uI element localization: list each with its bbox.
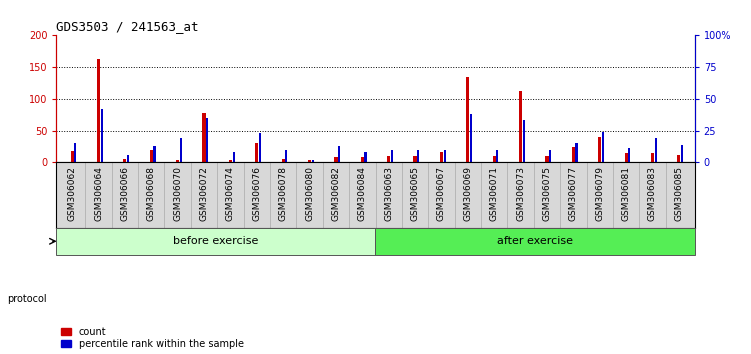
Text: GSM306071: GSM306071	[490, 166, 499, 221]
Bar	[233, 152, 234, 162]
Bar	[229, 160, 232, 162]
Bar	[334, 157, 337, 162]
Bar	[625, 153, 628, 162]
Text: GSM306062: GSM306062	[68, 166, 77, 221]
Bar	[681, 144, 683, 162]
Bar	[203, 113, 206, 162]
Bar	[387, 156, 391, 162]
Bar	[285, 150, 288, 162]
Text: GSM306084: GSM306084	[357, 166, 366, 221]
Bar	[470, 114, 472, 162]
Text: GSM306066: GSM306066	[120, 166, 129, 221]
Text: GSM306067: GSM306067	[437, 166, 446, 221]
Bar	[259, 133, 261, 162]
Bar	[598, 137, 602, 162]
Bar	[153, 146, 155, 162]
Text: GSM306072: GSM306072	[200, 166, 209, 221]
Text: GSM306064: GSM306064	[94, 166, 103, 221]
Bar	[523, 120, 525, 162]
Bar	[440, 152, 443, 162]
Bar	[97, 59, 100, 162]
Bar	[360, 157, 364, 162]
Bar	[545, 156, 548, 162]
Text: GSM306077: GSM306077	[569, 166, 578, 221]
Bar	[466, 77, 469, 162]
Bar	[56, 228, 376, 255]
Text: protocol: protocol	[8, 294, 47, 304]
Text: GSM306085: GSM306085	[674, 166, 683, 221]
Text: before exercise: before exercise	[173, 236, 258, 246]
Bar	[149, 150, 153, 162]
Bar	[127, 155, 129, 162]
Bar	[255, 143, 258, 162]
Text: GSM306063: GSM306063	[385, 166, 394, 221]
Bar	[651, 153, 654, 162]
Bar	[519, 91, 522, 162]
Bar	[417, 150, 419, 162]
Bar	[391, 150, 393, 162]
Text: GSM306079: GSM306079	[596, 166, 605, 221]
Bar	[71, 151, 74, 162]
Bar	[376, 228, 695, 255]
Legend: count, percentile rank within the sample: count, percentile rank within the sample	[61, 327, 243, 349]
Bar	[493, 156, 496, 162]
Bar	[207, 118, 208, 162]
Text: GSM306076: GSM306076	[252, 166, 261, 221]
Bar	[549, 150, 551, 162]
Bar	[123, 159, 126, 162]
Text: GSM306068: GSM306068	[146, 166, 155, 221]
Text: GSM306080: GSM306080	[305, 166, 314, 221]
Bar	[655, 138, 656, 162]
Bar	[308, 160, 311, 162]
Bar	[572, 147, 575, 162]
Bar	[414, 156, 417, 162]
Bar	[677, 155, 680, 162]
Bar	[176, 160, 179, 162]
Bar	[179, 138, 182, 162]
Text: GSM306065: GSM306065	[411, 166, 420, 221]
Text: GSM306083: GSM306083	[648, 166, 657, 221]
Bar	[496, 150, 499, 162]
Bar	[338, 146, 340, 162]
Bar	[312, 160, 314, 162]
Text: GSM306070: GSM306070	[173, 166, 182, 221]
Text: GSM306073: GSM306073	[516, 166, 525, 221]
Bar	[628, 148, 630, 162]
Text: after exercise: after exercise	[497, 236, 573, 246]
Text: GSM306081: GSM306081	[622, 166, 631, 221]
Bar	[101, 109, 103, 162]
Text: GSM306082: GSM306082	[331, 166, 340, 221]
Text: GSM306078: GSM306078	[279, 166, 288, 221]
Bar	[444, 150, 445, 162]
Bar	[575, 143, 578, 162]
Text: GSM306075: GSM306075	[542, 166, 551, 221]
Bar	[282, 159, 285, 162]
Bar	[602, 132, 604, 162]
Text: GSM306069: GSM306069	[463, 166, 472, 221]
Bar	[364, 152, 366, 162]
Bar	[74, 143, 77, 162]
Text: GSM306074: GSM306074	[226, 166, 235, 221]
Text: GDS3503 / 241563_at: GDS3503 / 241563_at	[56, 20, 199, 33]
